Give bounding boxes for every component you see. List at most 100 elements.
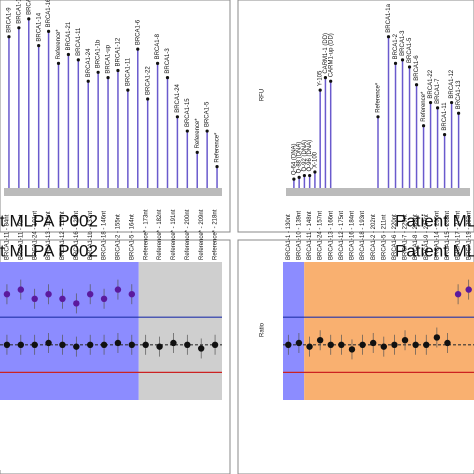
peak-label: BRCA1-15 [185, 98, 191, 127]
peak-label: Reference* [215, 132, 221, 163]
peak-marker [442, 133, 447, 137]
peak-label: BRCA1-24 [86, 48, 92, 77]
peak-marker [329, 79, 333, 83]
peak-marker [27, 17, 31, 21]
ratio-point [359, 341, 366, 348]
ratio-point [31, 341, 38, 348]
peak-label: BRCA1-11 [125, 57, 131, 86]
ratio-point [45, 339, 52, 347]
ratio-point [3, 341, 11, 348]
ratio-point [338, 341, 345, 348]
ratio-point [327, 341, 334, 348]
peak-marker [126, 88, 130, 92]
ratio-point [114, 286, 122, 293]
probe-label: BRCA1-5 - 164nt [129, 214, 135, 260]
ratio-point [454, 291, 462, 298]
peak-marker [386, 35, 391, 39]
ratio-point [306, 343, 313, 350]
probe-label: BRCA1-15 - 265nt [445, 211, 451, 260]
probe-label: BRCA1-17 - 274nt [456, 211, 462, 260]
ratio-point [197, 345, 205, 352]
peak-label: Q-88 (DNA) [297, 142, 303, 174]
probe-label: BRCA1-13 - 110nt [46, 211, 52, 260]
peak-label: Q-92 (DNA) [302, 140, 308, 172]
panel-caption: t MLPA P002 [0, 211, 98, 230]
ratio-point [170, 339, 177, 347]
peak-marker [393, 61, 398, 65]
ratio-point [316, 337, 324, 344]
probe-label: Reference* - 218nt [213, 209, 219, 260]
peak-marker [37, 44, 41, 48]
peak-marker [308, 173, 312, 178]
peak-marker [407, 65, 412, 69]
panel-frame [0, 239, 231, 474]
peak-label: BRCA1-5 [205, 101, 211, 127]
ratio-point [3, 291, 11, 298]
peak-label: BRCA1-10 [16, 0, 22, 24]
probe-label: BRCA1-7 - 229nt [403, 214, 409, 260]
peak-marker [195, 150, 199, 154]
probe-label: Reference* - 182nt [157, 209, 163, 260]
ratio-point [444, 339, 451, 347]
panel-title: t MLPA P002 [0, 241, 98, 260]
ratio-point [59, 295, 66, 302]
ratio-point [86, 341, 94, 348]
probe-label: BRCA1-13 - 166nt [328, 211, 334, 260]
peak-label: Reference* [421, 91, 427, 122]
probe-label: BRCA1-24 - 101nt [32, 211, 38, 260]
probe-label: BRCA1-11 - 84nt [5, 214, 11, 260]
ratio-point [380, 343, 388, 350]
peak-label: BRCA1-8 [155, 33, 161, 59]
probe-label: BRCA1-12 - 175nt [339, 211, 345, 260]
ratio-point [369, 339, 377, 347]
ratio-point [100, 295, 108, 302]
ratio-point [17, 286, 25, 293]
ratio-point [73, 300, 80, 307]
probe-label: BRCA1-12 - 119nt [60, 211, 66, 260]
peak-marker [56, 61, 61, 65]
ratio-point [142, 341, 149, 348]
peak-label: Reference* [195, 118, 201, 149]
ratio-point [45, 291, 52, 298]
peak-marker [414, 83, 419, 87]
probe-label: BRCA1-16 - 184nt [350, 211, 356, 260]
ratio-point [433, 334, 441, 341]
peak-marker [185, 129, 189, 133]
peak-marker [76, 58, 80, 62]
probe-label: BRCA1-2 - 202nt [371, 214, 377, 260]
peak-label: BRCA1-1b [96, 39, 102, 68]
ratio-point [17, 341, 25, 348]
peak-label: BRCA1-12 [449, 69, 455, 98]
baseline-bar [286, 188, 470, 196]
peak-marker [318, 88, 322, 92]
peak-marker [215, 165, 219, 169]
panel-title: Patient MLPA [395, 241, 474, 260]
peak-label: BRCA1-11 [442, 102, 448, 131]
probe-label: BRCA1-5 - 211nt [381, 214, 387, 260]
panel-frame [237, 239, 474, 474]
region-shading [138, 262, 222, 400]
ratio-point [401, 337, 409, 344]
panel-frame [0, 0, 231, 233]
probe-label: Reference* - 209nt [199, 209, 205, 260]
peak-label: Q-64 (DNA) [291, 143, 297, 175]
peak-label: BRCA1-16 [46, 0, 52, 27]
peak-marker [435, 106, 440, 110]
peak-marker [421, 124, 426, 128]
peak-label: BRCA1-6 [135, 19, 141, 45]
peak-marker [175, 115, 180, 119]
peak-marker [400, 58, 405, 62]
peak-marker [376, 115, 380, 119]
region-shading [0, 262, 139, 400]
ratio-point [31, 295, 38, 302]
probe-label: BRCA1-11 - 92nt [18, 214, 24, 260]
peak-label: BRCA1-22 [428, 69, 434, 98]
peak-label: CARM1-up (DD) [328, 33, 334, 77]
peak-marker [313, 170, 317, 174]
peak-marker [66, 52, 71, 57]
panel-frame [237, 0, 474, 233]
peak-label: BRCA1-11 [76, 27, 82, 56]
y-axis-label: Ratio [260, 322, 266, 337]
peak-label: CARM1-1 (DD) [323, 33, 329, 74]
